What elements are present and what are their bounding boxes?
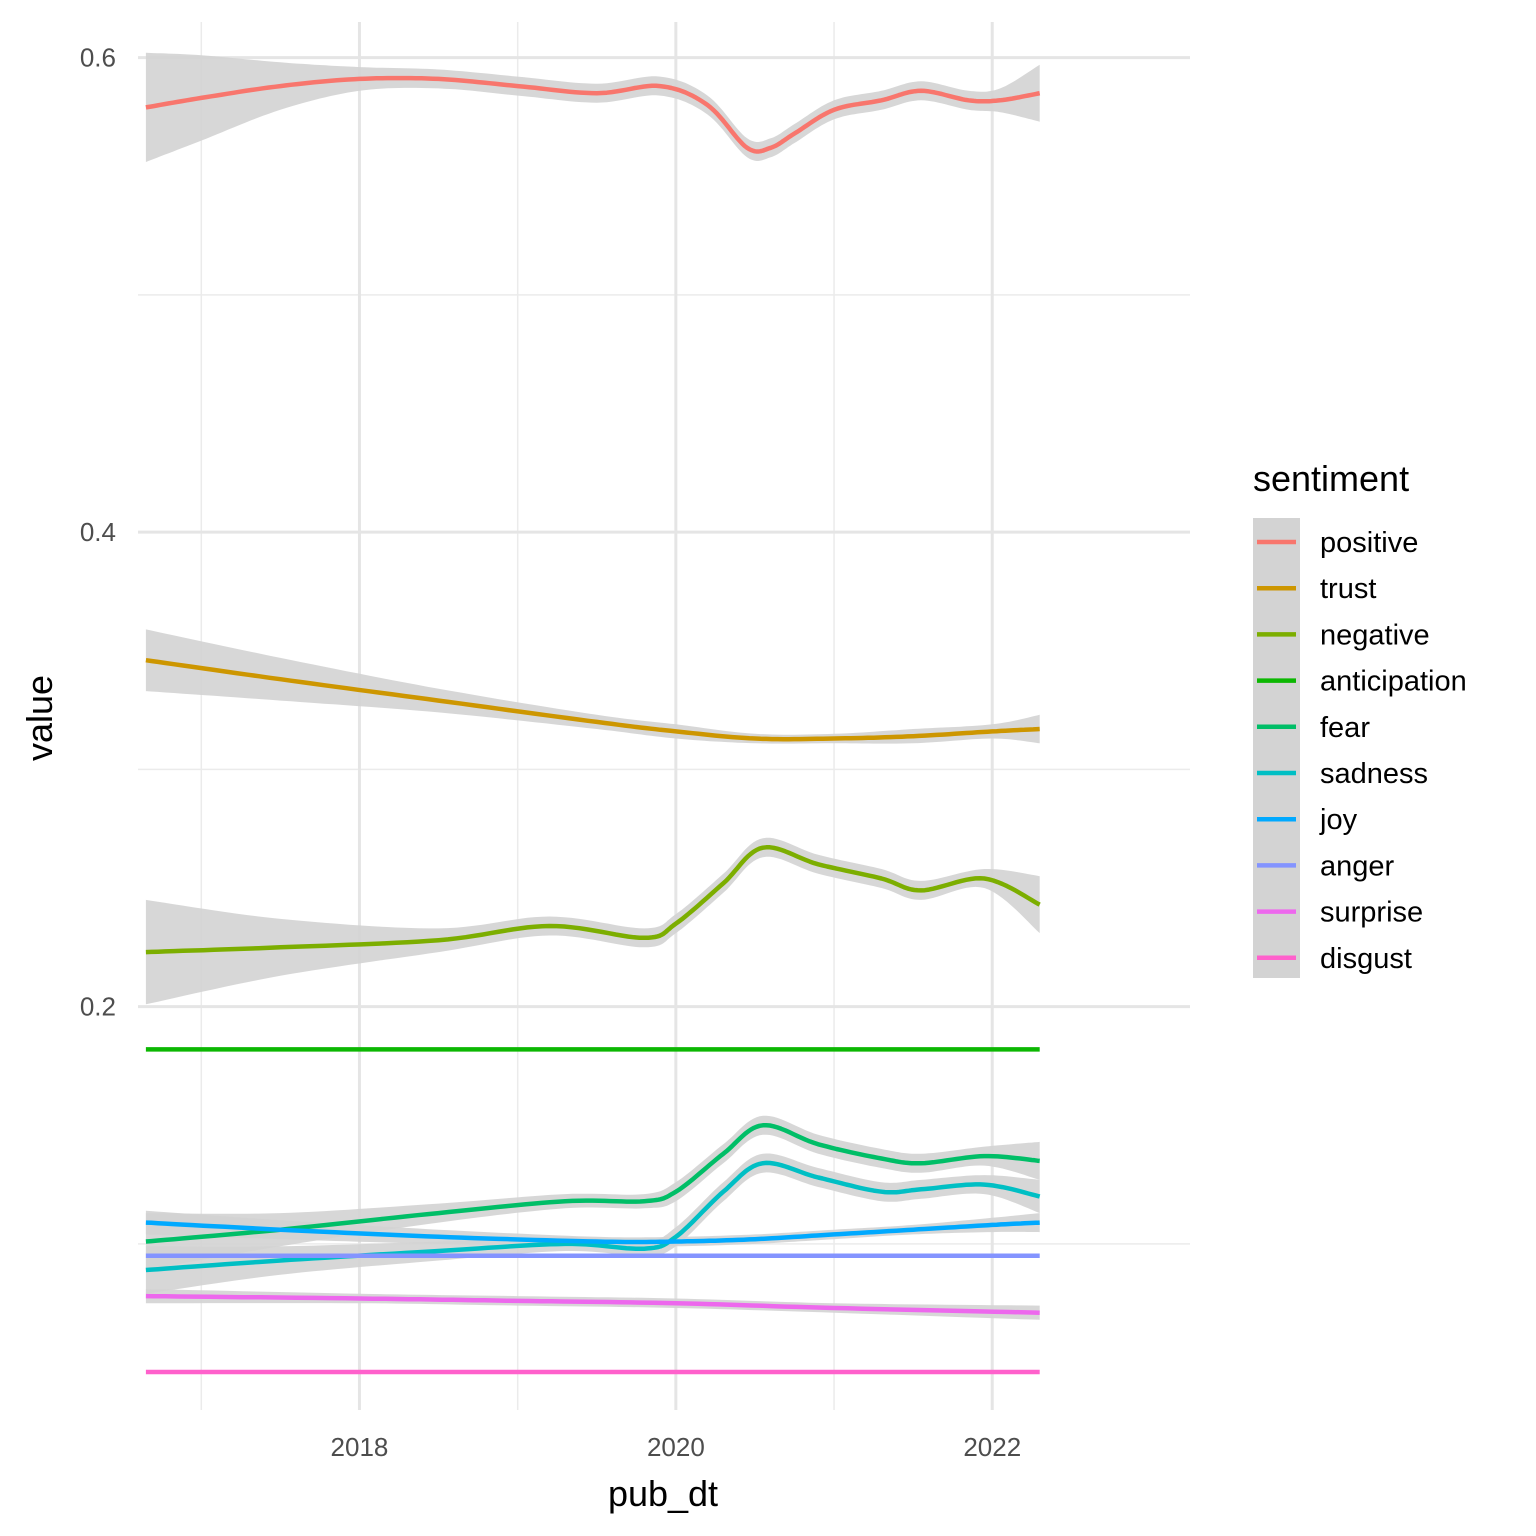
x-tick-label: 2020 bbox=[647, 1432, 705, 1462]
y-tick-label: 0.6 bbox=[80, 43, 116, 73]
series-line-positive bbox=[145, 75, 1041, 154]
legend-label-surprise: surprise bbox=[1320, 897, 1423, 929]
y-axis-title: value bbox=[19, 675, 60, 761]
legend-label-anger: anger bbox=[1320, 850, 1395, 882]
confidence-band-trust bbox=[145, 629, 1040, 744]
x-tick-label: 2022 bbox=[963, 1432, 1021, 1462]
confidence-band-surprise bbox=[145, 1289, 1040, 1320]
series-line-joy bbox=[145, 1220, 1041, 1245]
legend: sentiment positive trust negative anticipat… bbox=[1253, 458, 1467, 978]
legend-label-fear: fear bbox=[1320, 712, 1370, 744]
legend-label-negative: negative bbox=[1320, 619, 1430, 651]
legend-label-trust: trust bbox=[1320, 573, 1376, 605]
legend-key-background bbox=[1253, 518, 1300, 978]
series-line-negative bbox=[145, 845, 1041, 955]
confidence-band-positive bbox=[145, 52, 1040, 162]
y-tick-label: 0.2 bbox=[80, 992, 116, 1022]
y-axis-tick-labels: 0.2 0.4 0.6 bbox=[80, 43, 116, 1022]
legend-label-positive: positive bbox=[1320, 527, 1418, 559]
legend-title: sentiment bbox=[1253, 458, 1409, 499]
legend-label-disgust: disgust bbox=[1320, 943, 1412, 975]
series-line-sadness bbox=[145, 1160, 1041, 1273]
series-line-trust bbox=[145, 657, 1041, 742]
legend-items: positive trust negative anticipation fear sad… bbox=[1257, 527, 1467, 975]
x-tick-label: 2018 bbox=[331, 1432, 389, 1462]
x-axis-title: pub_dt bbox=[608, 1473, 718, 1514]
confidence-band-sadness bbox=[145, 1153, 1040, 1294]
series-line-fear bbox=[145, 1122, 1040, 1244]
y-tick-label: 0.4 bbox=[80, 517, 116, 547]
x-axis-tick-labels: 2018 2020 2022 bbox=[331, 1432, 1022, 1462]
minor-gridlines bbox=[138, 22, 1190, 1410]
confidence-band-negative bbox=[145, 837, 1040, 1005]
confidence-bands bbox=[145, 52, 1040, 1320]
series-lines bbox=[145, 75, 1041, 1375]
series-line-surprise bbox=[145, 1293, 1040, 1315]
legend-label-joy: joy bbox=[1319, 804, 1358, 836]
legend-label-anticipation: anticipation bbox=[1320, 666, 1467, 698]
legend-label-sadness: sadness bbox=[1320, 758, 1428, 790]
